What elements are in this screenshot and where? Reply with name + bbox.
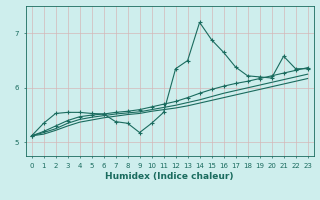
X-axis label: Humidex (Indice chaleur): Humidex (Indice chaleur) bbox=[105, 172, 234, 181]
